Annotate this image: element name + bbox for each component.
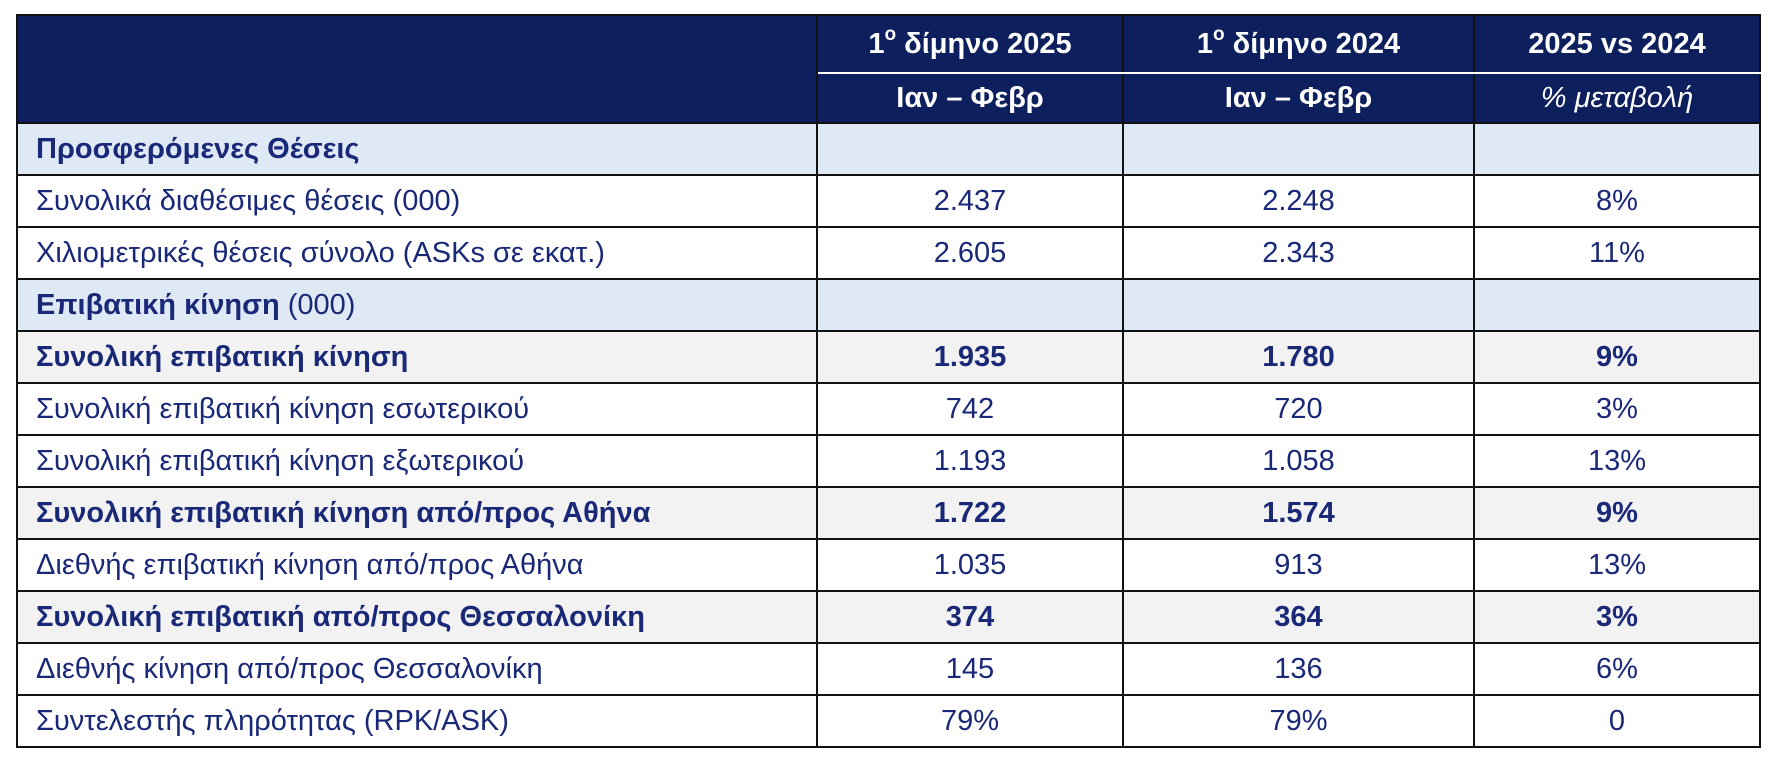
- header-col-2025-sub: Ιαν – Φεβρ: [816, 72, 1124, 124]
- table-row: Συνολική επιβατική κίνηση από/προς Αθήνα…: [16, 486, 1761, 540]
- value-2024: 2.343: [1122, 226, 1475, 280]
- section-empty-cell: [816, 122, 1124, 176]
- table-row: Χιλιομετρικές θέσεις σύνολο (ASKs σε εκα…: [16, 226, 1761, 280]
- value-2024: 136: [1122, 642, 1475, 696]
- row-label: Διεθνής επιβατική κίνηση από/προς Αθήνα: [16, 538, 818, 592]
- value-2025: 145: [816, 642, 1124, 696]
- section-header-row: Επιβατική κίνηση (000): [16, 278, 1761, 332]
- header-col-2024-title: 1ο δίμηνο 2024: [1122, 14, 1475, 74]
- row-label: Συνολική επιβατική κίνηση εξωτερικού: [16, 434, 818, 488]
- section-empty-cell: [816, 278, 1124, 332]
- value-2024: 720: [1122, 382, 1475, 436]
- section-title-suffix: (000): [279, 288, 356, 321]
- value-2024: 913: [1122, 538, 1475, 592]
- table-body: Προσφερόμενες Θέσεις Συνολικά διαθέσιμες …: [16, 122, 1761, 748]
- section-title-cell: Επιβατική κίνηση (000): [16, 278, 818, 332]
- value-2024: 364: [1122, 590, 1475, 644]
- value-2025: 79%: [816, 694, 1124, 748]
- value-change-pct: 6%: [1473, 642, 1761, 696]
- table-row: Συνολική επιβατική κίνηση εξωτερικού 1.19…: [16, 434, 1761, 488]
- value-2025: 1.722: [816, 486, 1124, 540]
- row-label: Συνολική επιβατική από/προς Θεσσαλονίκη: [16, 590, 818, 644]
- value-2025: 2.605: [816, 226, 1124, 280]
- value-change-pct: 13%: [1473, 434, 1761, 488]
- row-label: Διεθνής κίνηση από/προς Θεσσαλονίκη: [16, 642, 818, 696]
- section-empty-cell: [1473, 278, 1761, 332]
- table-row: Συνολική επιβατική κίνηση εσωτερικού 742 7…: [16, 382, 1761, 436]
- value-change-pct: 3%: [1473, 590, 1761, 644]
- row-label: Συνολική επιβατική κίνηση: [16, 330, 818, 384]
- value-change-pct: 13%: [1473, 538, 1761, 592]
- value-2024: 1.780: [1122, 330, 1475, 384]
- section-title: Επιβατική κίνηση: [36, 288, 280, 321]
- table-row: Διεθνής επιβατική κίνηση από/προς Αθήνα 1…: [16, 538, 1761, 592]
- traffic-stats-table: 1ο δίμηνο 2025 1ο δίμηνο 2024 2025 vs 20…: [16, 14, 1761, 748]
- row-label: Συντελεστής πληρότητας (RPK/ASK): [16, 694, 818, 748]
- row-label: Χιλιομετρικές θέσεις σύνολο (ASKs σε εκα…: [16, 226, 818, 280]
- value-change-pct: 9%: [1473, 486, 1761, 540]
- table-row: Διεθνής κίνηση από/προς Θεσσαλονίκη 145 13…: [16, 642, 1761, 696]
- value-2024: 2.248: [1122, 174, 1475, 228]
- header-blank-cell: [16, 14, 818, 124]
- value-2025: 1.935: [816, 330, 1124, 384]
- value-2024: 79%: [1122, 694, 1475, 748]
- row-label: Συνολική επιβατική κίνηση εσωτερικού: [16, 382, 818, 436]
- value-change-pct: 0: [1473, 694, 1761, 748]
- row-label: Συνολικά διαθέσιμες θέσεις (000): [16, 174, 818, 228]
- table-row: Συνολικά διαθέσιμες θέσεις (000) 2.437 2.2…: [16, 174, 1761, 228]
- value-2025: 2.437: [816, 174, 1124, 228]
- table-header: 1ο δίμηνο 2025 1ο δίμηνο 2024 2025 vs 20…: [16, 14, 1761, 124]
- value-change-pct: 11%: [1473, 226, 1761, 280]
- table-row: Συνολική επιβατική από/προς Θεσσαλονίκη 3…: [16, 590, 1761, 644]
- table-row: Συντελεστής πληρότητας (RPK/ASK) 79% 79% 0: [16, 694, 1761, 748]
- section-title-cell: Προσφερόμενες Θέσεις: [16, 122, 818, 176]
- section-empty-cell: [1473, 122, 1761, 176]
- value-2025: 374: [816, 590, 1124, 644]
- section-empty-cell: [1122, 278, 1475, 332]
- row-label: Συνολική επιβατική κίνηση από/προς Αθήνα: [16, 486, 818, 540]
- value-change-pct: 3%: [1473, 382, 1761, 436]
- section-empty-cell: [1122, 122, 1475, 176]
- value-2024: 1.058: [1122, 434, 1475, 488]
- value-change-pct: 8%: [1473, 174, 1761, 228]
- header-row-title: 1ο δίμηνο 2025 1ο δίμηνο 2024 2025 vs 20…: [16, 14, 1761, 124]
- value-2025: 742: [816, 382, 1124, 436]
- value-2025: 1.193: [816, 434, 1124, 488]
- value-2025: 1.035: [816, 538, 1124, 592]
- header-col-change-sub: % μεταβολή: [1473, 72, 1761, 124]
- header-col-2024-sub: Ιαν – Φεβρ: [1122, 72, 1475, 124]
- value-change-pct: 9%: [1473, 330, 1761, 384]
- section-header-row: Προσφερόμενες Θέσεις: [16, 122, 1761, 176]
- header-col-change-title: 2025 vs 2024: [1473, 14, 1761, 74]
- header-row-sub: Ιαν – Φεβρ Ιαν – Φεβρ % μεταβολή: [17, 72, 1761, 124]
- table-row: Συνολική επιβατική κίνηση 1.935 1.780 9%: [16, 330, 1761, 384]
- header-col-2025-title: 1ο δίμηνο 2025: [816, 14, 1124, 74]
- value-2024: 1.574: [1122, 486, 1475, 540]
- section-title: Προσφερόμενες Θέσεις: [36, 132, 360, 165]
